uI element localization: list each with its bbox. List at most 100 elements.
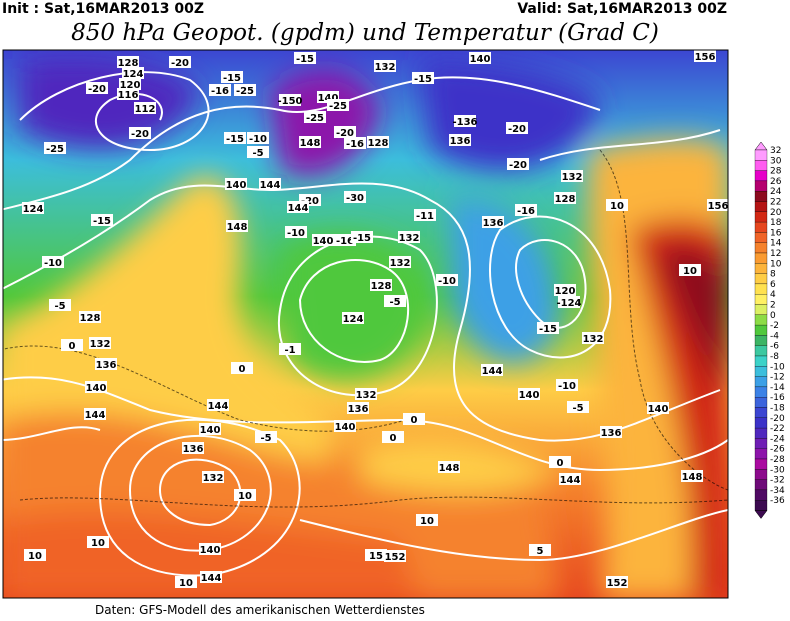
colorbar-label: -32 [770,476,785,486]
contour-label: 140 [469,52,491,65]
label-box [200,571,222,583]
label-text: 10 [610,201,624,212]
contour-label: 124 [122,67,144,80]
label-text: 0 [557,458,564,469]
contour-label: -15 [351,231,373,244]
label-box [384,550,406,562]
label-text: 148 [439,463,460,474]
label-box [129,127,151,139]
label-text: -15 [93,216,111,227]
label-text: 144 [201,573,222,584]
label-text: 132 [356,390,377,401]
label-box [374,60,396,72]
contour-label: -20 [506,122,528,135]
label-box [506,122,528,134]
contour-label: 0 [61,339,83,352]
label-box [567,401,589,413]
label-box [344,137,366,149]
label-box [285,226,307,238]
contour-label: 144 [84,408,106,421]
colorbar-swatch [754,314,768,326]
contour-label: -15 [91,214,113,227]
label-text: 0 [411,415,418,426]
colorbar-swatch [754,211,768,223]
label-box [414,209,436,221]
colorbar-label: 32 [770,146,781,156]
label-text: 152 [385,552,406,563]
label-text: 140 [335,422,356,433]
contour-label: 144 [207,399,229,412]
contour-label: 15 [365,549,387,562]
label-text: 144 [85,410,106,421]
label-text: -10 [249,134,267,145]
label-box [344,191,366,203]
label-box [398,231,420,243]
colorbar-label: 14 [770,239,782,249]
label-text: 128 [80,313,101,324]
contour-label: 156 [694,50,716,63]
label-box [199,423,221,435]
label-box [342,312,364,324]
contour-label: 10 [234,489,256,502]
label-box [287,201,309,213]
label-text: 132 [203,473,224,484]
label-box [44,142,66,154]
contour-label: 10 [416,514,438,527]
colorbar-swatch [754,376,768,388]
colorbar-swatch [754,448,768,460]
contour-label: 140 [312,234,334,247]
label-box [507,158,529,170]
label-text: -124 [556,298,581,309]
label-text: -5 [252,148,263,159]
colorbar-label: -30 [770,465,785,475]
colorbar-label: -24 [770,434,785,444]
label-text: 140 [226,180,247,191]
contour-label: 132 [89,337,111,350]
label-text: 120 [120,80,141,91]
contour-label: -20 [169,56,191,69]
contour-label: 140 [647,402,669,415]
label-text: -15 [539,324,557,335]
colorbar-label: -18 [770,404,785,414]
label-box [347,402,369,414]
label-box [384,295,406,307]
label-text: 136 [601,428,622,439]
colorbar-label: 0 [770,311,776,321]
colorbar-label: -36 [770,496,785,506]
label-box [554,192,576,204]
colorbar-swatch [754,438,768,449]
colorbar-label: -4 [770,331,779,341]
contour-label: 136 [600,426,622,439]
label-box [225,178,247,190]
label-box [299,136,321,148]
contour-label: -15 [294,52,316,65]
contour-label: -5 [384,295,406,308]
label-box [647,402,669,414]
label-box [469,52,491,64]
label-box [334,420,356,432]
label-box [89,337,111,349]
label-text: -20 [88,84,106,95]
colorbar-swatch [754,160,768,171]
contour-label: -25 [234,84,256,97]
label-text: -10 [44,258,62,269]
contour-label: 140 [199,423,221,436]
label-box [481,364,503,376]
colorbar-swatch [754,469,768,480]
label-text: 10 [179,578,193,589]
label-text: 10 [238,491,252,502]
label-text: 132 [399,233,420,244]
label-text: 144 [208,401,229,412]
label-text: -16 [346,139,364,150]
contour-label: -15 [537,322,559,335]
label-text: 112 [135,104,156,115]
contour-label: 152 [606,576,628,589]
label-text: 128 [555,194,576,205]
label-text: -16 [211,86,229,97]
contour-label: 132 [561,170,583,183]
label-text: -20 [131,129,149,140]
label-box [119,78,141,90]
label-box [454,115,476,127]
contour-label: -5 [567,401,589,414]
